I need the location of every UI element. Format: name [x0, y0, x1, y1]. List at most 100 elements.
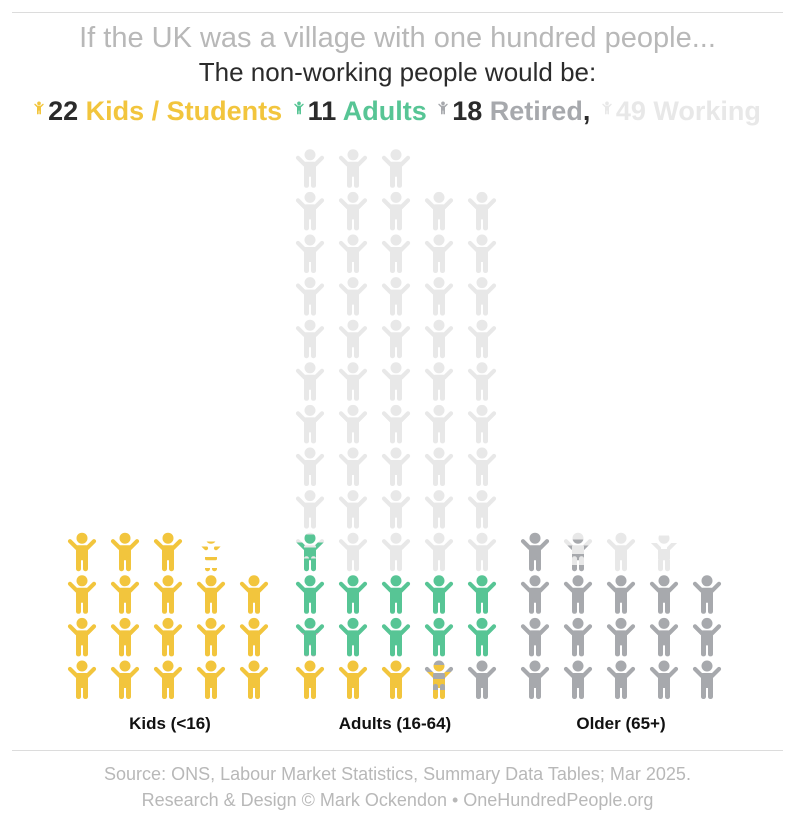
person-icon — [295, 191, 325, 231]
person-icon — [520, 660, 550, 699]
person-icon — [563, 660, 593, 699]
legend-label: Working — [653, 96, 761, 126]
person-icon — [649, 532, 679, 572]
person-icon — [424, 660, 454, 699]
person-icon — [196, 532, 226, 572]
person-icon — [692, 617, 722, 657]
person-icon — [467, 234, 497, 273]
legend-label: Adults — [342, 96, 427, 126]
person-icon — [295, 660, 325, 699]
person-icon — [67, 660, 97, 699]
person-icon — [467, 404, 497, 444]
legend-label: Retired — [489, 96, 583, 126]
person-icon — [110, 532, 140, 572]
person-icon — [467, 660, 497, 699]
person-icon — [295, 447, 325, 486]
person-icon — [649, 575, 679, 614]
person-icon — [602, 101, 612, 115]
person-icon — [649, 617, 679, 657]
person-icon — [424, 532, 454, 572]
person-icon — [153, 617, 183, 657]
legend-separator: , — [582, 96, 591, 126]
person-icon — [239, 660, 269, 699]
person-icon — [606, 532, 636, 572]
person-icon — [196, 617, 226, 657]
person-icon — [110, 617, 140, 657]
person-icon — [295, 575, 325, 614]
person-icon — [381, 191, 411, 231]
person-icon — [295, 532, 325, 572]
person-icon — [467, 575, 497, 614]
person-icon — [467, 319, 497, 359]
person-icon — [467, 532, 497, 572]
person-icon — [606, 575, 636, 614]
person-icon — [520, 617, 550, 657]
person-icon — [424, 277, 454, 316]
person-icon — [424, 617, 454, 657]
legend-count: 49 — [615, 96, 646, 126]
person-icon — [338, 362, 368, 401]
person-icon — [34, 101, 44, 115]
legend-item-working: 49 Working — [602, 96, 761, 126]
person-icon — [467, 362, 497, 401]
source-note: Source: ONS, Labour Market Statistics, S… — [104, 764, 691, 784]
person-icon — [239, 617, 269, 657]
person-icon — [381, 447, 411, 486]
person-icon — [520, 575, 550, 614]
person-icon — [295, 277, 325, 316]
person-icon — [520, 532, 550, 572]
person-icon — [110, 660, 140, 699]
person-icon — [338, 532, 368, 572]
person-icon — [295, 404, 325, 444]
person-icon — [563, 617, 593, 657]
person-icon — [606, 617, 636, 657]
person-icon — [424, 319, 454, 359]
person-icon — [153, 660, 183, 699]
credit-note: Research & Design © Mark Ockendon • OneH… — [141, 790, 654, 810]
person-icon — [692, 660, 722, 699]
person-icon — [338, 575, 368, 614]
person-icon — [381, 277, 411, 316]
person-icon — [381, 617, 411, 657]
person-icon — [295, 234, 325, 273]
group-label-kids: Kids (<16) — [129, 714, 211, 733]
person-icon — [467, 490, 497, 529]
person-icon — [295, 617, 325, 657]
person-icon — [110, 575, 140, 614]
person-icon — [438, 101, 448, 115]
person-icon — [153, 575, 183, 614]
legend-count: 11 — [307, 96, 337, 126]
person-icon — [67, 617, 97, 657]
legend-label: Kids / Students — [85, 96, 283, 126]
person-icon — [424, 404, 454, 444]
person-icon — [295, 362, 325, 401]
chart-title: If the UK was a village with one hundred… — [79, 22, 716, 54]
legend: 22 Kids / Students 11 Adults 18 Retired,… — [0, 96, 795, 127]
person-icon — [424, 490, 454, 529]
person-icon — [293, 101, 304, 115]
person-icon — [196, 575, 226, 614]
chart-subtitle: The non-working people would be: — [198, 57, 597, 87]
person-icon — [381, 404, 411, 444]
person-icon — [381, 575, 411, 614]
person-icon — [338, 404, 368, 444]
legend-item-kids-students: 22 Kids / Students — [34, 96, 282, 126]
group-label-older: Older (65+) — [576, 714, 666, 733]
person-icon — [563, 575, 593, 614]
person-icon — [338, 149, 368, 188]
person-icon — [467, 617, 497, 657]
person-icon — [563, 532, 593, 572]
legend-item-retired: 18 Retired, — [438, 96, 590, 126]
person-icon — [467, 277, 497, 316]
person-icon — [295, 149, 325, 188]
person-icon — [424, 362, 454, 401]
person-icon — [295, 490, 325, 529]
person-icon — [196, 660, 226, 699]
pictogram-grid — [67, 149, 722, 699]
person-icon — [381, 149, 411, 188]
person-icon — [381, 532, 411, 572]
person-icon — [295, 319, 325, 359]
person-icon — [381, 362, 411, 401]
person-icon — [381, 234, 411, 273]
person-icon — [606, 660, 636, 699]
